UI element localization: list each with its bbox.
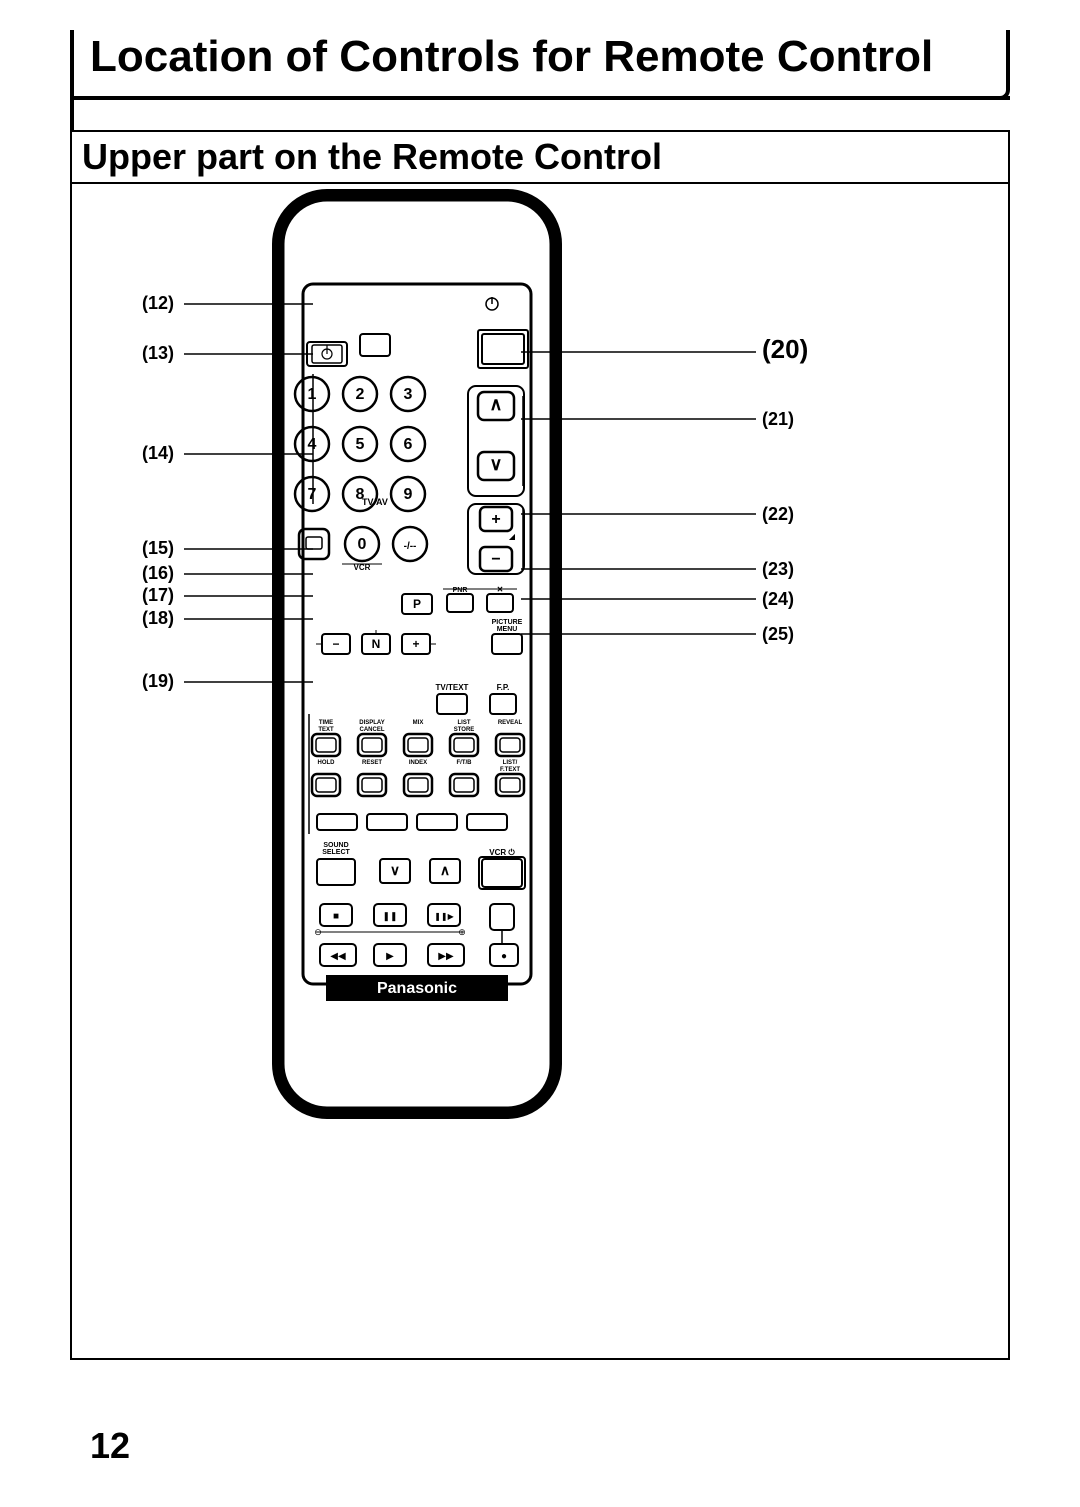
svg-text:Panasonic: Panasonic [377, 980, 457, 997]
svg-text:2: 2 [356, 386, 365, 403]
remote-diagram: TV/AV1234567890-/--VCR∧∨+−◢PPNR✕−N+PICTU… [72, 184, 1008, 1360]
svg-text:◢: ◢ [509, 532, 516, 541]
svg-text:LIST: LIST [458, 720, 471, 726]
section-box: Upper part on the Remote Control TV/AV12… [70, 130, 1010, 1360]
svg-text:LIST/: LIST/ [503, 760, 518, 766]
svg-text:5: 5 [356, 436, 365, 453]
svg-text:●: ● [501, 951, 507, 962]
svg-text:(17): (17) [142, 585, 174, 605]
svg-text:(16): (16) [142, 563, 174, 583]
svg-text:(22): (22) [762, 504, 794, 524]
svg-text:SOUND: SOUND [323, 842, 348, 849]
svg-text:❚❚: ❚❚ [382, 911, 397, 922]
page-number: 12 [90, 1425, 130, 1467]
svg-text:3: 3 [404, 386, 413, 403]
svg-text:N: N [372, 637, 381, 651]
svg-text:(20): (20) [762, 334, 808, 364]
page-title: Location of Controls for Remote Control [90, 32, 933, 82]
svg-text:(24): (24) [762, 589, 794, 609]
svg-text:-/--: -/-- [404, 541, 417, 552]
svg-text:+: + [491, 511, 500, 528]
svg-text:▶: ▶ [386, 951, 394, 962]
svg-text:HOLD: HOLD [318, 760, 336, 766]
svg-text:1: 1 [308, 386, 317, 403]
svg-text:PNR: PNR [453, 587, 468, 594]
svg-text:(15): (15) [142, 538, 174, 558]
page-title-block: Location of Controls for Remote Control [70, 30, 1010, 100]
svg-text:SELECT: SELECT [322, 849, 350, 856]
svg-text:6: 6 [404, 436, 413, 453]
svg-text:0: 0 [358, 536, 367, 553]
svg-text:∧: ∧ [489, 394, 502, 414]
svg-text:8: 8 [356, 486, 365, 503]
svg-text:CANCEL: CANCEL [360, 727, 385, 733]
svg-text:❚❚▶: ❚❚▶ [434, 912, 454, 921]
svg-text:TIME: TIME [319, 720, 333, 726]
svg-text:P: P [413, 597, 421, 611]
svg-text:(23): (23) [762, 559, 794, 579]
svg-text:(13): (13) [142, 343, 174, 363]
svg-text:TEXT: TEXT [318, 727, 334, 733]
svg-text:⊕: ⊕ [458, 927, 466, 937]
svg-text:∧: ∧ [440, 862, 450, 878]
svg-text:■: ■ [333, 911, 339, 922]
svg-text:▶▶: ▶▶ [438, 951, 454, 962]
svg-text:+: + [412, 637, 419, 651]
svg-text:(19): (19) [142, 671, 174, 691]
svg-text:∨: ∨ [390, 862, 400, 878]
svg-text:VCR ⏻: VCR ⏻ [489, 848, 515, 857]
svg-text:◀◀: ◀◀ [330, 951, 346, 962]
svg-text:F.P.: F.P. [497, 683, 510, 692]
svg-text:PICTURE: PICTURE [492, 619, 523, 626]
svg-text:9: 9 [404, 486, 413, 503]
svg-text:F.TEXT: F.TEXT [500, 767, 520, 773]
svg-text:(21): (21) [762, 409, 794, 429]
svg-text:MIX: MIX [413, 720, 424, 726]
svg-text:REVEAL: REVEAL [498, 720, 523, 726]
svg-text:(12): (12) [142, 293, 174, 313]
svg-text:MENU: MENU [497, 626, 518, 633]
svg-text:7: 7 [308, 486, 317, 503]
svg-text:STORE: STORE [454, 727, 475, 733]
svg-text:−: − [332, 637, 339, 651]
svg-text:∨: ∨ [489, 454, 502, 474]
svg-text:−: − [491, 551, 500, 568]
section-header: Upper part on the Remote Control [72, 132, 1008, 184]
svg-text:(14): (14) [142, 443, 174, 463]
svg-text:DISPLAY: DISPLAY [359, 720, 384, 726]
svg-text:(18): (18) [142, 608, 174, 628]
svg-text:F/T/B: F/T/B [457, 760, 473, 766]
svg-text:INDEX: INDEX [409, 760, 427, 766]
svg-text:(25): (25) [762, 624, 794, 644]
svg-text:RESET: RESET [362, 760, 382, 766]
svg-text:⊖: ⊖ [314, 927, 322, 937]
svg-text:4: 4 [308, 436, 317, 453]
svg-text:TV/TEXT: TV/TEXT [436, 683, 469, 692]
